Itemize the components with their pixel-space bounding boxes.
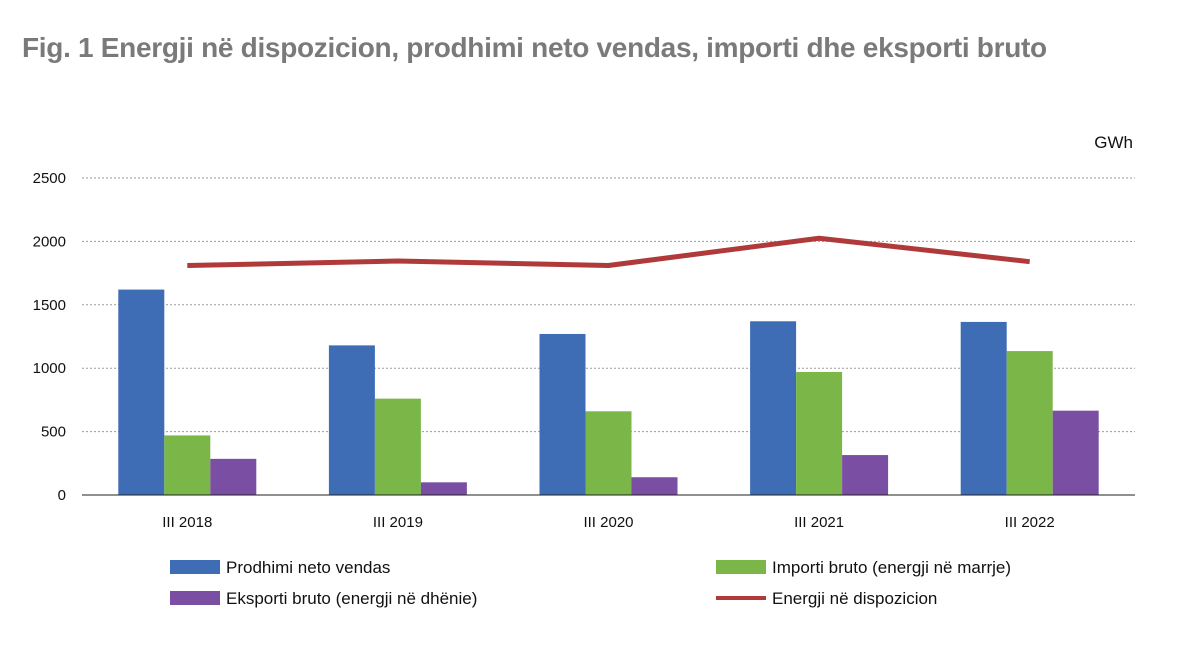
bar-3 bbox=[631, 477, 678, 495]
bar-2 bbox=[374, 398, 421, 495]
y-tick-label: 0 bbox=[58, 487, 66, 504]
chart-title: Fig. 1 Energji në dispozicion, prodhimi … bbox=[22, 32, 1047, 63]
x-axis: III 2018 III 2019 III 2020 III 2021 III 2022 bbox=[82, 494, 1135, 531]
unit-label: GWh bbox=[1094, 133, 1133, 152]
bar-1 bbox=[750, 321, 797, 495]
legend-label: Importi bruto (energji në marrje) bbox=[772, 558, 1011, 577]
line-series bbox=[187, 235, 1030, 268]
bar-1 bbox=[118, 289, 165, 495]
y-tick-label: 1500 bbox=[33, 297, 66, 314]
bar-2 bbox=[796, 372, 843, 495]
legend-label: Energji në dispozicion bbox=[772, 589, 937, 608]
legend-swatch bbox=[170, 560, 220, 574]
line-series-path bbox=[187, 235, 1030, 268]
bar-1 bbox=[539, 333, 586, 495]
bar-3 bbox=[1052, 410, 1099, 495]
bar-2 bbox=[585, 411, 632, 495]
legend-swatch bbox=[170, 591, 220, 605]
legend: Prodhimi neto vendas Importi bruto (energ… bbox=[170, 558, 1011, 608]
bar-1 bbox=[960, 321, 1007, 495]
x-tick-label: III 2019 bbox=[373, 514, 423, 531]
x-tick-label: III 2020 bbox=[583, 514, 633, 531]
x-tick-label: III 2018 bbox=[162, 514, 212, 531]
bar-3 bbox=[420, 482, 467, 495]
legend-label: Prodhimi neto vendas bbox=[226, 558, 390, 577]
bar-1 bbox=[328, 345, 375, 495]
bar-3 bbox=[210, 458, 257, 495]
x-tick-label: III 2022 bbox=[1005, 514, 1055, 531]
x-tick-label: III 2021 bbox=[794, 514, 844, 531]
bar-2 bbox=[1006, 351, 1053, 495]
bar-marks bbox=[118, 289, 1099, 495]
bar-2 bbox=[164, 435, 211, 495]
y-tick-label: 2500 bbox=[33, 170, 66, 187]
y-tick-label: 2000 bbox=[33, 233, 66, 250]
legend-label: Eksporti bruto (energji në dhënie) bbox=[226, 589, 477, 608]
y-tick-label: 1000 bbox=[33, 360, 66, 377]
y-axis-ticks: 0 500 1000 1500 2000 2500 bbox=[33, 170, 66, 504]
bar-3 bbox=[842, 455, 889, 495]
legend-swatch bbox=[716, 560, 766, 574]
y-tick-label: 500 bbox=[41, 424, 66, 441]
grid-lines bbox=[82, 177, 1135, 433]
